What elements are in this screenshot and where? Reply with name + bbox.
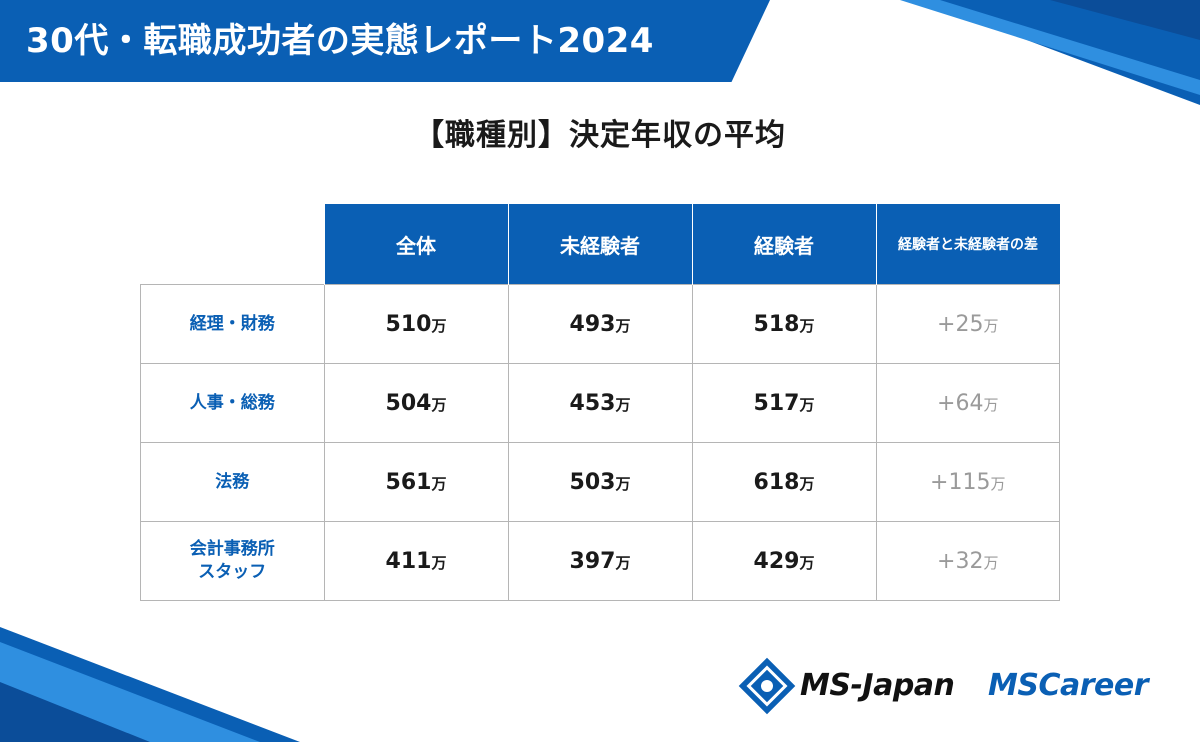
row-label-line: 会計事務所 [189,539,275,560]
unit: 万 [799,316,815,335]
value: 429 [753,548,800,574]
value: 618 [753,469,800,495]
column-header-overall: 全体 [323,204,508,285]
unit: 万 [983,395,999,414]
unit: 万 [615,395,631,414]
value: 518 [753,311,800,337]
value: +115 [930,469,991,495]
value-cell: 397万 [507,521,693,601]
value-cell: 493万 [507,284,693,364]
unit: 万 [431,316,447,335]
value-cell: 517万 [691,363,877,443]
top-right-decoration [900,0,1200,105]
value: 453 [569,390,616,416]
difference-cell: +25万 [875,284,1060,364]
unit: 万 [431,474,447,493]
row-label: 経理・財務 [140,284,325,364]
table-row: 会計事務所 スタッフ 411万 397万 429万 +32万 [140,521,1060,601]
salary-table: 全体 未経験者 経験者 経験者と未経験者の差 経理・財務 510万 493万 5… [140,204,1060,601]
value-cell: 510万 [323,284,509,364]
row-label-line: 経理・財務 [189,313,275,334]
value: 397 [569,548,616,574]
unit: 万 [799,395,815,414]
unit: 万 [615,553,631,572]
mscareer-logo: MSCareer [988,668,1149,703]
difference-cell: +115万 [875,442,1060,522]
column-header-difference: 経験者と未経験者の差 [875,204,1060,285]
value: 493 [569,311,616,337]
value: 561 [385,469,432,495]
row-label: 人事・総務 [140,363,325,443]
unit: 万 [431,395,447,414]
difference-cell: +32万 [875,521,1060,601]
report-title: 30代・転職成功者の実態レポート2024 [26,21,654,61]
row-label: 会計事務所 スタッフ [140,521,325,601]
unit: 万 [431,553,447,572]
unit: 万 [799,553,815,572]
value-cell: 411万 [323,521,509,601]
value-cell: 618万 [691,442,877,522]
value: 503 [569,469,616,495]
ms-japan-emblem-icon [738,657,796,715]
difference-cell: +64万 [875,363,1060,443]
row-label: 法務 [140,442,325,522]
column-header-experienced: 経験者 [691,204,876,285]
bottom-left-decoration [0,627,300,742]
value: 517 [753,390,800,416]
row-label-line: スタッフ [198,562,267,582]
title-banner [0,0,770,82]
chart-subtitle: 【職種別】決定年収の平均 [414,118,786,153]
corner-cell [140,204,324,285]
row-label-line: 法務 [215,471,250,492]
value-cell: 518万 [691,284,877,364]
unit: 万 [983,316,999,335]
column-header-inexperienced: 未経験者 [507,204,692,285]
value: +25 [937,311,984,337]
unit: 万 [615,474,631,493]
row-label-line: 人事・総務 [189,392,275,413]
value: 504 [385,390,432,416]
table-row: 経理・財務 510万 493万 518万 +25万 [140,284,1060,364]
value: +64 [937,390,984,416]
value-cell: 429万 [691,521,877,601]
value-cell: 503万 [507,442,693,522]
value-cell: 504万 [323,363,509,443]
header-row: 全体 未経験者 経験者 経験者と未経験者の差 [140,204,1060,285]
unit: 万 [990,474,1006,493]
value-cell: 561万 [323,442,509,522]
ms-japan-logo: MS-Japan [800,668,955,703]
value: 411 [385,548,432,574]
table-row: 人事・総務 504万 453万 517万 +64万 [140,363,1060,443]
unit: 万 [615,316,631,335]
unit: 万 [983,553,999,572]
value-cell: 453万 [507,363,693,443]
value: +32 [937,548,984,574]
value: 510 [385,311,432,337]
table-row: 法務 561万 503万 618万 +115万 [140,442,1060,522]
unit: 万 [799,474,815,493]
